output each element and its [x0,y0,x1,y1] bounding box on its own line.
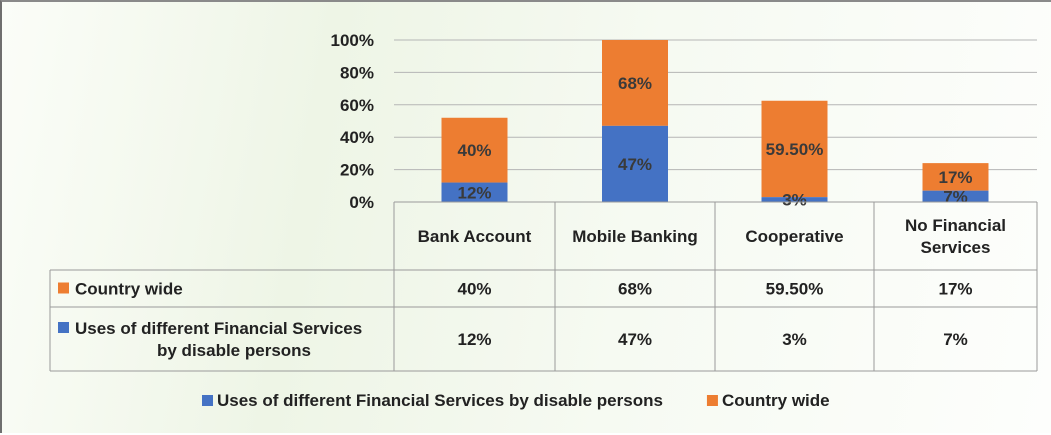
legend-key [202,395,213,406]
bar-disable-persons-bank-account [441,182,508,202]
bars [441,40,989,202]
category-label: Mobile Banking [572,227,698,246]
data-label: 17% [938,168,972,187]
data-label: 3% [782,191,807,210]
category-label: Cooperative [745,227,843,246]
table-legend-key [58,282,69,294]
category-label: Bank Account [418,227,532,246]
data-label: 7% [943,187,968,206]
legend: Uses of different Financial Services by … [202,391,830,410]
bar-disable-persons-mobile-banking [602,125,668,202]
bar-country-wide-no-financial-services [922,163,989,191]
table-cell: 3% [782,330,807,349]
table-legend-key [58,322,69,333]
y-tick-label: 100% [331,31,374,50]
data-label: 12% [457,183,491,202]
y-tick-label: 20% [340,161,374,180]
data-label: 40% [457,141,491,160]
table-cell: 47% [618,330,652,349]
table-cell: 59.50% [766,280,824,299]
y-tick-label: 0% [349,193,374,212]
legend-entry: Uses of different Financial Services by … [217,391,663,410]
table-cell: 7% [943,330,968,349]
data-labels: 12% 40% 47% 68% 3% 59.50% 7%17% [457,74,972,210]
y-tick-label: 60% [340,96,374,115]
y-axis: 0% 20% 40% 60% 80% 100% [331,31,374,212]
table-row-label: Uses of different Financial Services [75,319,362,338]
table-row-label: Country wide [75,280,183,299]
data-label: 59.50% [766,140,824,159]
y-tick-label: 40% [340,128,374,147]
table-row-label: by disable persons [157,341,311,360]
table-cell: 17% [938,280,972,299]
category-label: Services [921,238,991,257]
bar-disable-persons-cooperative [761,197,828,202]
category-label: No Financial [905,216,1006,235]
bar-country-wide-bank-account [441,117,508,183]
bar-country-wide-mobile-banking [602,40,668,126]
data-label: 68% [618,74,652,93]
legend-entry: Country wide [722,391,830,410]
table-cell: 12% [457,330,491,349]
data-table: Bank Account Mobile Banking Cooperative No … [49,201,1038,372]
y-tick-label: 80% [340,63,374,82]
table-cell: 68% [618,280,652,299]
bar-disable-persons-no-financial-services [922,190,989,202]
table-cell: 40% [457,280,491,299]
legend-key [706,395,718,406]
data-label: 47% [618,155,652,174]
bar-country-wide-cooperative [761,100,828,198]
